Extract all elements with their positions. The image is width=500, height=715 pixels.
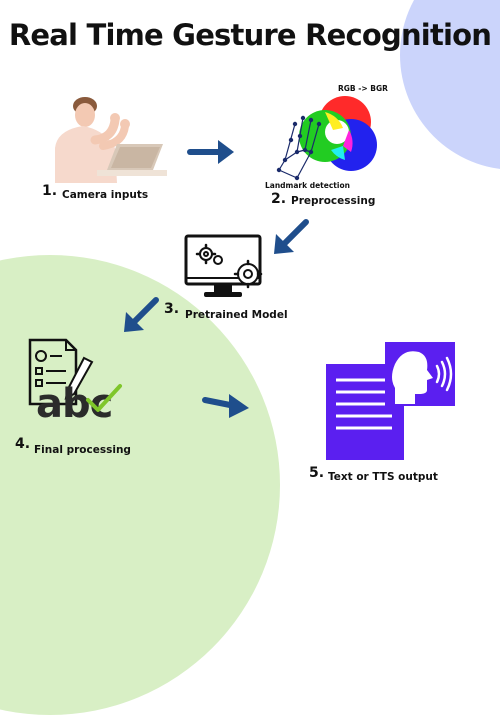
arrow-right-icon [202, 394, 249, 418]
arrow-down-left-icon [124, 297, 159, 332]
step-1-label: Camera inputs [62, 189, 149, 201]
step-4-label: Final processing [34, 444, 131, 456]
abc-text: abc [36, 381, 113, 427]
step-2-label: Preprocessing [291, 195, 376, 207]
step-1-number: 1. [42, 183, 58, 199]
rgb-color-circles-illustration [276, 96, 377, 181]
step-3-label: Pretrained Model [185, 309, 288, 321]
step-2-number: 2. [271, 191, 287, 207]
diagram-title: Real Time Gesture Recognition [8, 18, 492, 52]
arrow-down-left-icon [274, 219, 309, 254]
step-5-number: 5. [309, 465, 325, 481]
step-3-number: 3. [164, 301, 180, 317]
speaking-head-icon [385, 342, 455, 406]
landmark-detection-label: Landmark detection [265, 181, 350, 190]
checklist-document-icon [28, 338, 94, 406]
rgb-bgr-label: RGB -> BGR [338, 84, 388, 93]
monitor-gears-icon [184, 234, 263, 297]
step-5-label: Text or TTS output [328, 471, 438, 483]
person-laptop-illustration [55, 97, 167, 183]
step-4-number: 4. [15, 436, 31, 452]
checkmark-icon [86, 384, 122, 412]
arrow-right-icon [187, 140, 234, 164]
